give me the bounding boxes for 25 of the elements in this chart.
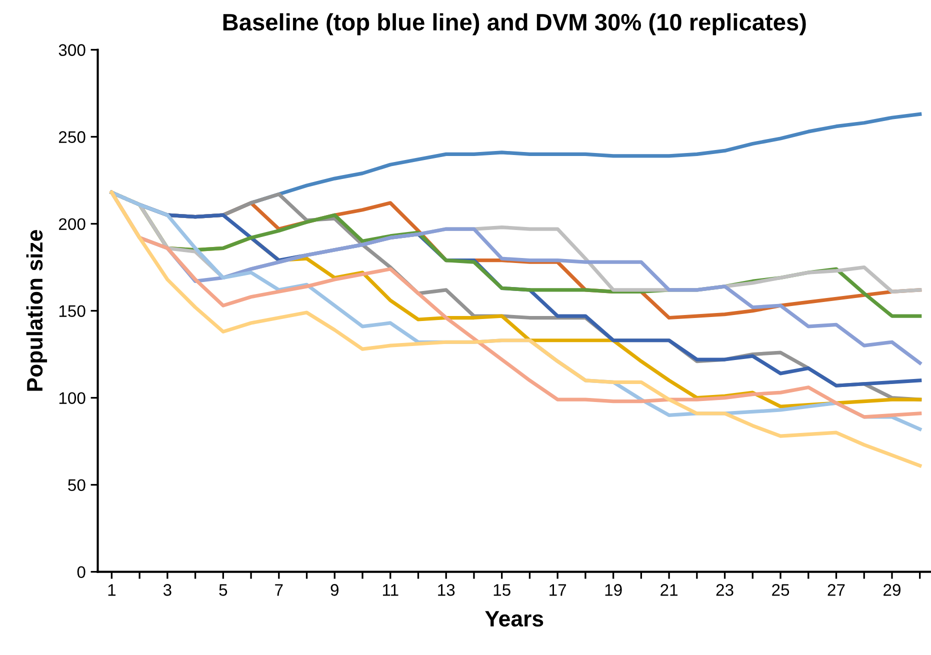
y-tick-label: 200 [58, 218, 86, 230]
x-tick-label: 11 [382, 584, 398, 596]
x-tick-label: 5 [219, 584, 228, 596]
x-tick-label: 3 [163, 584, 172, 596]
x-tick-label: 7 [275, 584, 283, 596]
x-tick-label: 17 [550, 584, 566, 596]
y-tick-label: 250 [58, 131, 86, 143]
x-tick-label: 25 [772, 584, 790, 596]
x-tick-label: 27 [828, 584, 845, 596]
x-tick-label: 1 [108, 584, 116, 596]
y-axis-title: Population size [26, 230, 48, 391]
x-tick-label: 21 [660, 584, 678, 596]
chart-title: Baseline (top blue line) and DVM 30% (10 replicates) [223, 13, 806, 36]
y-tick-label: 50 [68, 479, 86, 492]
x-tick-label: 29 [884, 584, 900, 596]
x-tick-label: 15 [494, 584, 510, 596]
y-tick-label: 150 [59, 305, 86, 317]
x-tick-label: 9 [330, 584, 338, 596]
x-axis-title: Years [485, 611, 544, 627]
y-tick-label: 0 [77, 566, 86, 578]
x-tick-label: 13 [438, 584, 455, 596]
y-tick-label: 300 [58, 44, 86, 56]
x-tick-label: 23 [716, 584, 734, 596]
x-tick-label: 19 [605, 584, 622, 596]
y-tick-label: 100 [59, 392, 86, 404]
